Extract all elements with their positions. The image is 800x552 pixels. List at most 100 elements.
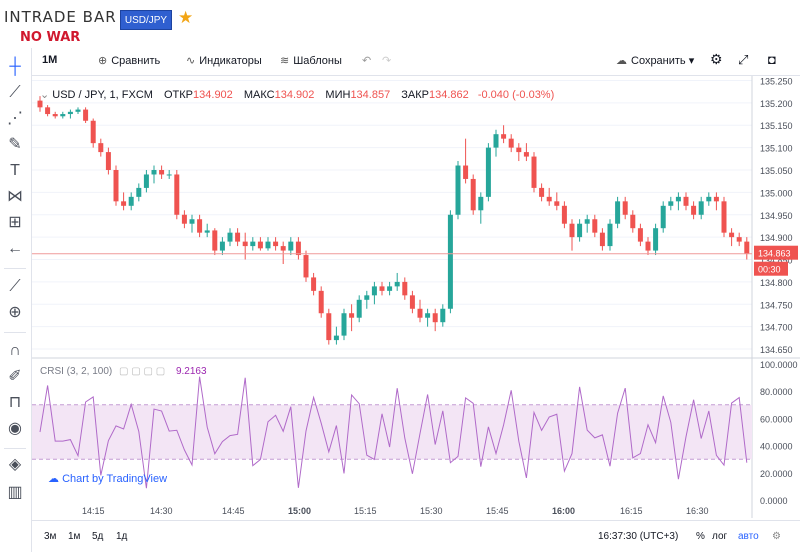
time-tick-label: 15:15 xyxy=(354,506,377,516)
price-tick-label: 135.200 xyxy=(760,99,793,109)
prediction-tool-icon[interactable]: ⊞ xyxy=(8,214,22,231)
candle-body xyxy=(250,241,256,247)
templates-button[interactable]: ≋ Шаблоны xyxy=(280,54,342,67)
candle-body xyxy=(128,196,134,206)
settings-gear-icon[interactable]: ⚙ xyxy=(710,51,723,67)
candle-body xyxy=(539,187,545,197)
auto-toggle[interactable]: авто xyxy=(738,531,759,542)
candle-body xyxy=(501,134,507,139)
candle-body xyxy=(387,286,393,291)
candle-body xyxy=(356,299,362,318)
candle-body xyxy=(409,295,415,309)
interval-button[interactable]: 1M xyxy=(42,54,58,66)
fullscreen-icon[interactable]: ⤢ xyxy=(738,52,749,67)
indicators-icon: ∿ xyxy=(186,55,196,67)
price-tick-label: 135.150 xyxy=(760,121,793,131)
lock-pencil-icon[interactable]: ✐ xyxy=(8,368,22,385)
indicator-control-icons[interactable]: ▢ ▢ ▢ ▢ xyxy=(119,366,166,377)
price-tick-label: 134.900 xyxy=(760,233,793,243)
candle-body xyxy=(675,196,681,202)
zoom-icon[interactable]: ⊕ xyxy=(8,304,22,321)
candle-body xyxy=(470,178,476,211)
top-bar: INTRADE BAR NO WAR USD/JPY ★ xyxy=(0,0,800,48)
crsi-value: 9.2163 xyxy=(175,366,207,377)
current-price-label: 134.863 xyxy=(758,249,791,259)
candle-body xyxy=(379,286,385,291)
candle-body xyxy=(554,201,560,206)
clock[interactable]: 16:37:30 (UTC+3) xyxy=(598,531,679,542)
collapse-chevron-icon[interactable]: ⌄ xyxy=(40,89,50,101)
candle-body xyxy=(653,228,659,251)
time-tick-label: 15:30 xyxy=(420,506,443,516)
redo-icon[interactable]: ↷ xyxy=(382,55,392,67)
save-button[interactable]: ☁ Сохранить ▾ xyxy=(616,55,695,67)
candle-body xyxy=(713,196,719,202)
text-tool-icon[interactable]: T xyxy=(10,162,20,179)
candle-body xyxy=(181,214,187,224)
magnet-icon[interactable]: ∩ xyxy=(9,342,21,359)
favorite-star-icon[interactable]: ★ xyxy=(178,8,194,27)
candle-body xyxy=(561,205,567,224)
price-tick-label: 135.050 xyxy=(760,166,793,176)
crsi-line xyxy=(39,376,748,489)
candle-body xyxy=(45,107,51,115)
bottom-bar: 3м 1м 5д 1д 16:37:30 (UTC+3) % лог авто … xyxy=(32,520,800,552)
price-tick-label: 135.250 xyxy=(760,76,793,86)
candle-body xyxy=(159,170,165,175)
trash-icon[interactable]: ▥ xyxy=(7,484,23,501)
time-tick-label: 16:15 xyxy=(620,506,643,516)
brush-icon[interactable]: ✎ xyxy=(8,136,22,153)
candle-body xyxy=(212,230,218,251)
candle-body xyxy=(311,277,317,291)
range-1d[interactable]: 1д xyxy=(116,531,128,542)
ruler-icon[interactable]: ⟋ xyxy=(9,278,21,295)
change-value: -0.040 (-0.03%) xyxy=(477,89,555,101)
pattern-tool-icon[interactable]: ⋈ xyxy=(7,188,23,205)
candle-body xyxy=(630,214,636,229)
candle-body xyxy=(394,281,400,287)
sidebar-divider xyxy=(4,332,26,333)
settings-gear-icon[interactable]: ⚙ xyxy=(772,531,781,542)
range-5d[interactable]: 5д xyxy=(92,531,104,542)
log-toggle[interactable]: лог xyxy=(712,531,728,542)
price-chart[interactable]: 135.250 135.200 135.150 135.100 135.050 135.0… xyxy=(32,76,800,518)
candle-body xyxy=(242,241,248,247)
low-label: МИН xyxy=(325,89,351,101)
layers-icon[interactable]: ◈ xyxy=(8,456,22,473)
indicators-button[interactable]: ∿ Индикаторы xyxy=(186,54,262,67)
chart-toolbar: 1M ⊕ Сравнить ∿ Индикаторы ≋ Шаблоны ↶ ↷ ☁ С… xyxy=(32,48,800,76)
eye-icon[interactable]: ◉ xyxy=(8,420,22,437)
compare-button[interactable]: ⊕ Сравнить xyxy=(98,54,160,67)
tradingview-badge[interactable]: ☁ Chart by TradingView xyxy=(48,472,167,485)
candle-body xyxy=(273,241,279,247)
templates-icon: ≋ xyxy=(280,55,290,67)
crosshair-icon[interactable]: ┼ xyxy=(9,58,21,75)
range-3m[interactable]: 3м xyxy=(44,531,57,542)
range-1m[interactable]: 1м xyxy=(68,531,81,542)
tradingview-cloud-icon: ☁ xyxy=(48,473,59,485)
time-tick-label: 15:45 xyxy=(486,506,509,516)
candle-body xyxy=(455,165,461,215)
brand-logo: INTRADE BAR xyxy=(4,8,117,26)
candle-body xyxy=(288,241,294,251)
candle-body xyxy=(189,219,195,224)
currency-pair-button[interactable]: USD/JPY xyxy=(120,10,172,30)
candle-body xyxy=(569,223,575,238)
trendline-icon[interactable]: ⟋ xyxy=(9,84,21,101)
back-arrow-icon[interactable]: ← xyxy=(7,240,23,257)
screenshot-camera-icon[interactable]: ◘ xyxy=(768,52,776,67)
lock-icon[interactable]: ⊓ xyxy=(8,394,22,411)
candle-body xyxy=(341,313,347,336)
time-tick-label: 16:00 xyxy=(552,506,575,516)
candle-body xyxy=(516,147,522,153)
candle-body xyxy=(98,143,104,153)
symbol-label: USD / JPY, 1, FXCM xyxy=(52,89,153,101)
candle-body xyxy=(151,170,157,175)
fib-tool-icon[interactable]: ⋰ xyxy=(7,110,23,127)
percent-toggle[interactable]: % xyxy=(696,531,705,542)
price-tick-label: 135.100 xyxy=(760,144,793,154)
countdown-badge xyxy=(754,261,788,276)
undo-icon[interactable]: ↶ xyxy=(362,55,372,67)
candle-body xyxy=(136,187,142,197)
candle-body xyxy=(143,174,149,188)
